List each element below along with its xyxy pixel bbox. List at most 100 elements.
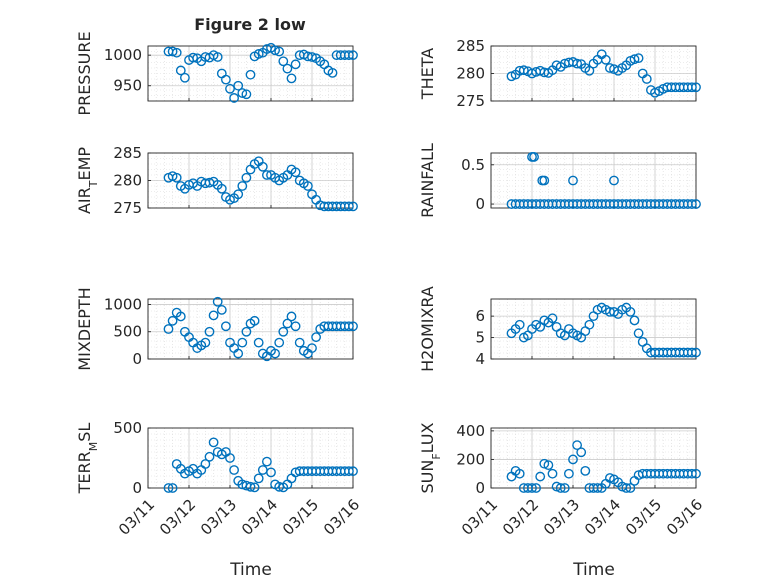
data-point — [245, 69, 256, 80]
y-axis-label: RAINFALL — [418, 143, 437, 218]
data-point — [225, 453, 235, 463]
data-point — [233, 348, 244, 359]
data-point — [225, 83, 235, 94]
data-point — [691, 347, 701, 358]
data-point — [253, 337, 264, 348]
y-tick-label: 275 — [456, 92, 485, 110]
data-point — [600, 54, 611, 65]
y-tick-label: 285 — [113, 144, 142, 162]
figure-title: Figure 2 low — [194, 15, 306, 34]
data-point — [348, 201, 358, 212]
y-tick-label: 500 — [113, 419, 142, 437]
data-point — [691, 199, 701, 209]
y-tick-label: 950 — [113, 77, 142, 95]
data-point — [249, 482, 260, 493]
y-axis-label: AIRTEMP — [75, 147, 100, 214]
data-point — [175, 65, 186, 76]
data-point — [514, 468, 525, 479]
data-point — [171, 47, 182, 58]
data-point — [687, 199, 697, 209]
data-point — [253, 473, 264, 484]
data-point — [625, 483, 636, 493]
axes-box — [147, 45, 354, 102]
data-point — [572, 440, 582, 451]
data-point — [568, 175, 578, 186]
y-axis-label: SUNFLUX — [418, 422, 443, 493]
data-point — [343, 50, 354, 61]
data-point — [274, 46, 285, 57]
axes-box — [147, 298, 354, 360]
data-point — [212, 52, 223, 62]
data-point — [216, 305, 227, 315]
data-point — [621, 483, 632, 493]
data-point — [290, 167, 301, 178]
data-point — [237, 181, 248, 191]
data-point — [270, 45, 280, 56]
data-point — [307, 343, 317, 353]
data-point — [572, 58, 582, 69]
data-point — [535, 471, 546, 482]
y-tick-label: 0 — [132, 479, 142, 497]
subplot-theta: 275 280 285 THETA — [418, 37, 701, 110]
data-point — [348, 50, 358, 61]
data-point — [343, 466, 354, 477]
data-point — [311, 332, 321, 343]
data-point — [257, 161, 268, 172]
data-point — [555, 483, 566, 493]
data-point — [241, 326, 252, 337]
y-axis-label: H2OMIXRA — [418, 286, 437, 372]
data-point — [343, 321, 354, 332]
data-point — [163, 483, 174, 493]
x-axis-label-left: Time — [229, 560, 272, 580]
x-axis-label-right: Time — [572, 560, 615, 580]
data-point — [584, 319, 595, 330]
data-point — [188, 52, 199, 63]
data-point — [343, 201, 354, 212]
data-point — [629, 54, 640, 65]
data-point — [568, 454, 578, 465]
data-point — [233, 80, 244, 91]
subplot-pressure: 950 1000 PRESSURE — [75, 31, 358, 116]
data-point — [278, 56, 289, 67]
data-point — [249, 315, 260, 326]
data-point — [531, 483, 541, 493]
data-point — [253, 49, 264, 59]
data-point — [327, 67, 338, 78]
data-point — [547, 468, 558, 479]
data-point — [233, 189, 244, 200]
data-point — [576, 447, 587, 458]
data-point — [175, 311, 186, 322]
data-point — [564, 468, 574, 479]
data-point — [286, 73, 297, 84]
data-point — [229, 465, 240, 475]
data-point — [605, 473, 615, 483]
data-point — [270, 348, 280, 359]
data-point — [204, 326, 215, 337]
data-point — [641, 74, 652, 84]
data-point — [163, 324, 174, 334]
data-point — [290, 59, 301, 70]
data-point — [245, 481, 256, 492]
data-point — [208, 437, 219, 448]
data-point — [274, 337, 285, 348]
data-point — [220, 321, 231, 332]
data-point — [220, 74, 231, 85]
subplot-rainfall: 0 0.5 RAINFALL — [418, 143, 701, 218]
axes-box — [490, 298, 697, 360]
y-tick-label: 500 — [113, 323, 142, 341]
data-point — [691, 82, 701, 93]
y-tick-label: 1000 — [104, 46, 142, 64]
y-tick-label: 0 — [132, 350, 142, 368]
data-point — [580, 465, 591, 476]
data-point — [307, 52, 317, 62]
y-tick-label: 4 — [475, 350, 485, 368]
data-point — [237, 88, 248, 98]
y-tick-label: 285 — [456, 37, 485, 55]
data-point — [266, 467, 276, 478]
data-point — [167, 315, 178, 326]
y-tick-label: 5 — [475, 329, 485, 347]
data-point — [629, 315, 640, 326]
data-point — [527, 483, 537, 493]
data-point — [687, 468, 697, 479]
